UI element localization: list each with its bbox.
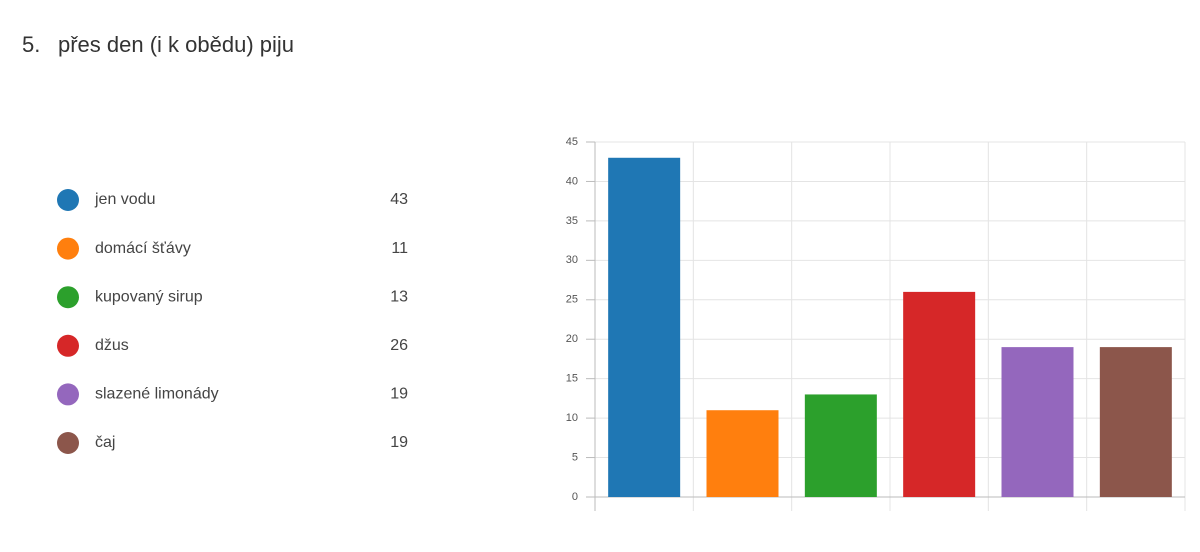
y-tick-label: 15: [566, 373, 578, 385]
legend-swatch: [57, 189, 79, 211]
bar: [903, 291, 976, 497]
legend-value: 19: [390, 434, 408, 451]
legend-value: 11: [391, 240, 408, 257]
y-tick-label: 10: [566, 412, 578, 424]
y-tick-label: 45: [566, 136, 578, 148]
y-tick-label: 25: [566, 294, 578, 306]
legend-label: čaj: [95, 434, 115, 451]
legend-swatch: [57, 286, 79, 309]
bar: [608, 157, 681, 497]
bar: [1001, 347, 1074, 497]
legend-label: kupovaný sirup: [95, 288, 203, 305]
legend-swatch: [57, 237, 79, 260]
legend-label: slazené limonády: [95, 386, 219, 403]
legend-label: jen vodu: [94, 191, 156, 208]
legend-label: domácí šťávy: [95, 240, 191, 257]
bar: [1099, 347, 1172, 497]
y-tick-label: 20: [566, 333, 578, 345]
legend-label: džus: [95, 337, 129, 354]
chart-title: přes den (i k obědu) piju: [58, 32, 294, 57]
y-tick-label: 30: [566, 254, 578, 266]
bar: [706, 410, 779, 497]
y-tick-label: 35: [566, 215, 578, 227]
bar: [804, 394, 877, 497]
question-number: 5.: [22, 32, 40, 57]
y-tick-label: 5: [572, 451, 578, 463]
legend-swatch: [57, 334, 79, 357]
legend-swatch: [57, 383, 79, 406]
y-tick-label: 0: [572, 491, 578, 503]
legend-value: 13: [390, 288, 408, 305]
legend-value: 43: [390, 191, 408, 208]
legend-swatch: [57, 432, 79, 454]
y-tick-label: 40: [566, 175, 578, 187]
legend-value: 19: [390, 386, 408, 403]
legend-value: 26: [390, 337, 408, 354]
